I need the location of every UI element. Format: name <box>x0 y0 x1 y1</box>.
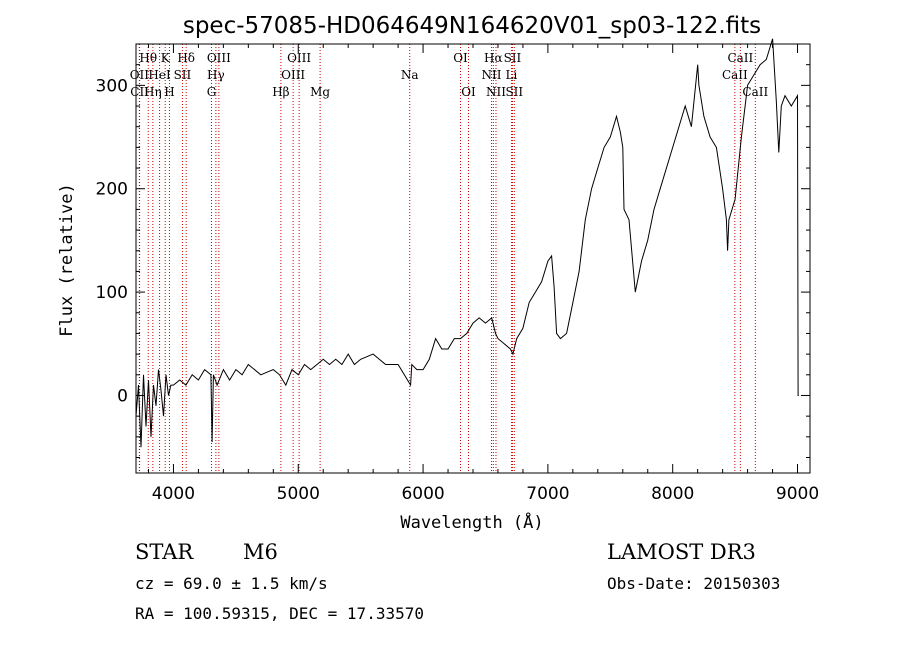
spectral-line-label: SII <box>504 51 522 65</box>
object-subclass: M6 <box>243 540 278 564</box>
y-tick-label: 100 <box>96 283 128 303</box>
spectral-line-label: Hβ <box>272 85 289 99</box>
spectral-line-label: Li <box>506 68 518 82</box>
spectral-line-label: CaII <box>727 51 753 65</box>
spectral-line-label: Hθ <box>139 51 157 65</box>
spectral-line-label: SII <box>174 68 192 82</box>
spectral-line-label: Hα <box>484 51 503 65</box>
x-tick-label: 4000 <box>152 484 195 504</box>
x-tick-label: 9000 <box>776 484 819 504</box>
spectral-line-label: OIII <box>207 51 231 65</box>
spectral-line-label: G <box>207 85 217 99</box>
x-tick-label: 6000 <box>401 484 444 504</box>
spectral-line-label: OII <box>130 68 150 82</box>
spectral-line-label: OI <box>453 51 468 65</box>
survey-name: LAMOST DR3 <box>607 540 756 564</box>
spectral-line-label: OI <box>461 85 476 99</box>
axis-ticks: 4000 5000 6000 7000 8000 9000 0 100 200 300 <box>96 43 819 504</box>
spectral-line-markers <box>138 44 756 473</box>
coordinates: RA = 100.59315, DEC = 17.33570 <box>135 604 424 623</box>
spectral-line-label: OIII <box>287 51 311 65</box>
spectral-line-label: K <box>161 51 171 65</box>
object-type: STAR <box>135 540 194 564</box>
spectral-line-label: CaII <box>722 68 748 82</box>
spectral-line-label: NII <box>481 68 501 82</box>
spectral-line-label: HeI <box>148 68 171 82</box>
chart-title: spec-57085-HD064649N164620V01_sp03-122.f… <box>183 13 761 39</box>
x-axis-title: Wavelength (Å) <box>400 511 543 533</box>
y-tick-label: 0 <box>117 386 128 406</box>
spectral-line-label: Hδ <box>177 51 195 65</box>
spectral-line-label: Mg <box>310 85 330 99</box>
spectral-line-label: SII <box>505 85 523 99</box>
x-tick-label: 5000 <box>277 484 320 504</box>
flux-series-line <box>135 38 799 448</box>
y-tick-label: 300 <box>96 76 128 96</box>
redshift-value: cz = 69.0 ± 1.5 km/s <box>135 574 328 593</box>
spectral-line-label: H <box>164 85 174 99</box>
spectral-line-label: CaII <box>742 85 768 99</box>
spectral-line-label: NII <box>486 85 506 99</box>
spectral-line-label: Hγ <box>207 68 225 82</box>
spectral-line-label: Na <box>401 68 419 82</box>
observation-date: Obs-Date: 20150303 <box>607 574 781 593</box>
x-tick-label: 8000 <box>651 484 694 504</box>
spectral-line-label: Hη <box>144 85 162 99</box>
plot-frame <box>135 43 811 474</box>
spectral-line-label: OIII <box>281 68 305 82</box>
x-tick-label: 7000 <box>526 484 569 504</box>
y-axis-title: Flux (relative) <box>57 183 77 337</box>
y-tick-label: 200 <box>96 180 128 200</box>
spectral-line-label: CII <box>130 85 149 99</box>
